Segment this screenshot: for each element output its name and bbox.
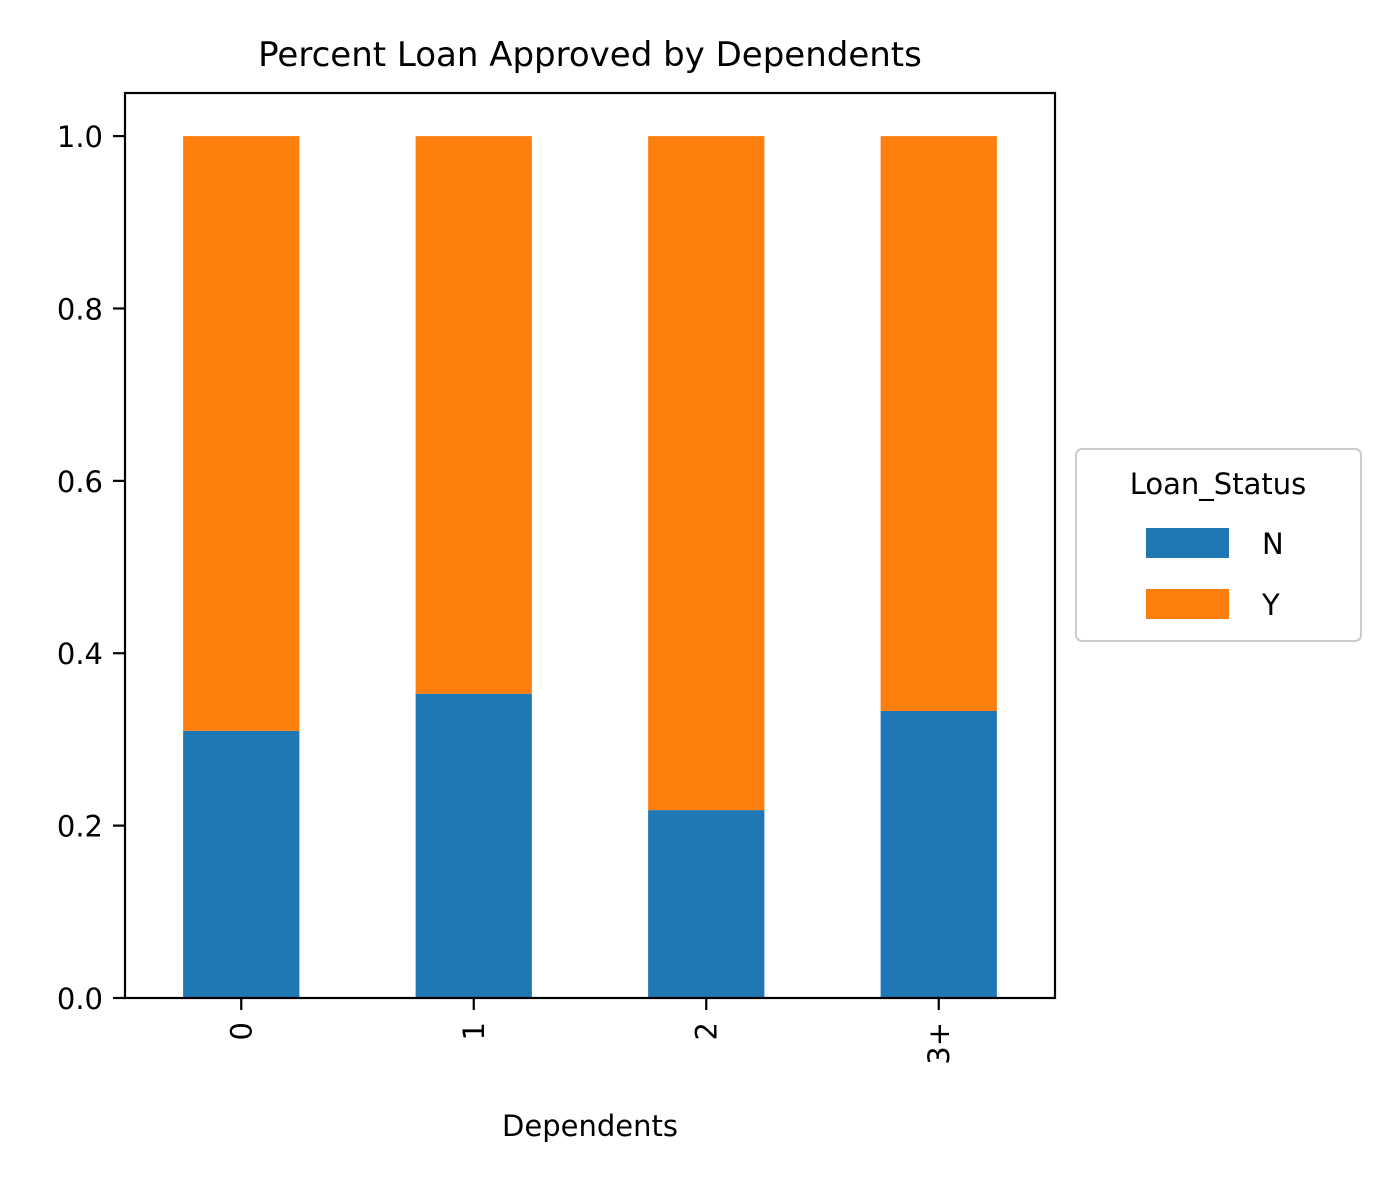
x-tick-label: 1 <box>457 1022 491 1040</box>
y-tick-label: 0.2 <box>57 810 103 844</box>
y-tick-label: 0.6 <box>57 465 103 499</box>
bar-y-2 <box>648 136 765 811</box>
legend-swatch-n <box>1146 528 1229 558</box>
bar-n-2 <box>648 810 765 998</box>
bar-y-3+ <box>880 136 997 711</box>
bar-n-1 <box>415 693 532 998</box>
plot-frame <box>123 91 1057 1000</box>
bar-n-0 <box>183 730 300 998</box>
x-tick-label: 0 <box>224 1022 258 1040</box>
x-axis-label: Dependents <box>502 1109 678 1143</box>
bars-layer <box>183 136 997 998</box>
y-tick-label: 0.4 <box>57 637 103 671</box>
legend-title: Loan_Status <box>1130 467 1306 501</box>
bar-n-3+ <box>880 710 997 998</box>
legend-items: NY <box>1146 527 1284 622</box>
legend-swatch-y <box>1146 589 1229 619</box>
legend-label-y: Y <box>1261 588 1280 622</box>
y-tick-label: 0.8 <box>57 292 103 326</box>
y-axis: 0.0 0.2 0.4 0.6 0.8 1.0 <box>57 120 125 1016</box>
x-tick-label: 2 <box>689 1022 723 1040</box>
legend-label-n: N <box>1262 527 1284 561</box>
legend: Loan_Status NY <box>1075 448 1362 642</box>
y-tick-label: 1.0 <box>57 120 103 154</box>
bar-y-0 <box>183 136 300 731</box>
bar-y-1 <box>415 136 532 694</box>
x-tick-label: 3+ <box>922 1022 956 1065</box>
y-tick-label: 0.0 <box>57 982 103 1016</box>
chart-title: Percent Loan Approved by Dependents <box>258 35 922 75</box>
x-axis: 0 1 2 3+ <box>224 998 956 1065</box>
